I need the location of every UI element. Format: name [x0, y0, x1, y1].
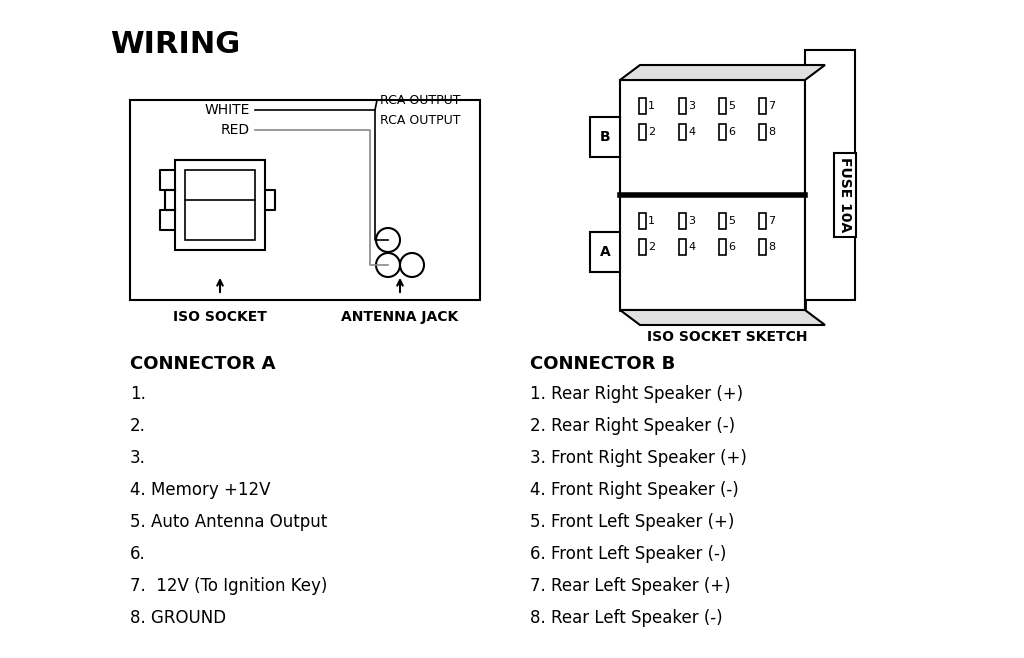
Bar — [759, 124, 766, 140]
Text: 7.  12V (To Ignition Key): 7. 12V (To Ignition Key) — [130, 577, 328, 595]
Bar — [719, 239, 726, 255]
Text: RCA OUTPUT: RCA OUTPUT — [380, 93, 461, 107]
Text: 4: 4 — [688, 127, 695, 137]
Text: ISO SOCKET SKETCH: ISO SOCKET SKETCH — [647, 330, 807, 344]
Bar — [679, 239, 686, 255]
Text: 1.: 1. — [130, 385, 145, 403]
Text: ANTENNA JACK: ANTENNA JACK — [341, 310, 459, 324]
Polygon shape — [620, 310, 825, 325]
Text: ISO SOCKET: ISO SOCKET — [173, 310, 267, 324]
Text: 6: 6 — [728, 127, 735, 137]
Text: 3. Front Right Speaker (+): 3. Front Right Speaker (+) — [530, 449, 746, 467]
Bar — [130, 100, 480, 300]
Bar — [679, 213, 686, 229]
Text: 1: 1 — [648, 101, 655, 111]
Text: 5: 5 — [728, 101, 735, 111]
Text: WHITE: WHITE — [205, 103, 250, 117]
Bar — [639, 213, 646, 229]
Text: 8: 8 — [768, 242, 775, 252]
Text: 2: 2 — [648, 127, 655, 137]
Text: 4. Front Right Speaker (-): 4. Front Right Speaker (-) — [530, 481, 738, 499]
Text: 7: 7 — [768, 101, 775, 111]
Bar — [620, 80, 805, 195]
Text: CONNECTOR B: CONNECTOR B — [530, 355, 675, 373]
Text: 2.: 2. — [130, 417, 145, 435]
Bar — [719, 98, 726, 114]
Text: 3: 3 — [688, 101, 695, 111]
Text: 7. Rear Left Speaker (+): 7. Rear Left Speaker (+) — [530, 577, 731, 595]
Bar — [175, 160, 265, 250]
Bar — [620, 80, 805, 310]
Text: 1: 1 — [648, 216, 655, 226]
Bar — [620, 195, 805, 310]
Bar — [639, 124, 646, 140]
Bar — [679, 98, 686, 114]
Text: 3.: 3. — [130, 449, 145, 467]
Text: 6.: 6. — [130, 545, 145, 563]
Bar — [719, 124, 726, 140]
Circle shape — [376, 253, 400, 277]
Text: 3: 3 — [688, 216, 695, 226]
Text: A: A — [600, 245, 610, 259]
Text: 1. Rear Right Speaker (+): 1. Rear Right Speaker (+) — [530, 385, 743, 403]
Text: 6. Front Left Speaker (-): 6. Front Left Speaker (-) — [530, 545, 726, 563]
Text: 2. Rear Right Speaker (-): 2. Rear Right Speaker (-) — [530, 417, 735, 435]
Text: 6: 6 — [728, 242, 735, 252]
Text: FUSE 10A: FUSE 10A — [838, 157, 852, 233]
Polygon shape — [590, 117, 620, 157]
Bar — [719, 213, 726, 229]
Text: 5: 5 — [728, 216, 735, 226]
Bar — [639, 239, 646, 255]
Bar — [759, 239, 766, 255]
Text: 4: 4 — [688, 242, 695, 252]
Circle shape — [400, 253, 424, 277]
Polygon shape — [590, 232, 620, 272]
Bar — [639, 98, 646, 114]
Text: 4. Memory +12V: 4. Memory +12V — [130, 481, 270, 499]
Text: 5. Front Left Speaker (+): 5. Front Left Speaker (+) — [530, 513, 734, 531]
Bar — [759, 98, 766, 114]
Bar — [805, 50, 855, 300]
Text: 5. Auto Antenna Output: 5. Auto Antenna Output — [130, 513, 328, 531]
Bar — [679, 124, 686, 140]
Text: 2: 2 — [648, 242, 655, 252]
Text: 8. GROUND: 8. GROUND — [130, 609, 226, 627]
Text: 8: 8 — [768, 127, 775, 137]
Text: RED: RED — [221, 123, 250, 137]
Text: RCA OUTPUT: RCA OUTPUT — [380, 113, 461, 126]
Text: 7: 7 — [768, 216, 775, 226]
Text: CONNECTOR A: CONNECTOR A — [130, 355, 275, 373]
Circle shape — [376, 228, 400, 252]
Text: B: B — [600, 130, 610, 144]
Text: 8. Rear Left Speaker (-): 8. Rear Left Speaker (-) — [530, 609, 723, 627]
Polygon shape — [620, 65, 825, 80]
Bar — [759, 213, 766, 229]
Text: WIRING: WIRING — [110, 30, 241, 59]
Bar — [185, 170, 255, 240]
